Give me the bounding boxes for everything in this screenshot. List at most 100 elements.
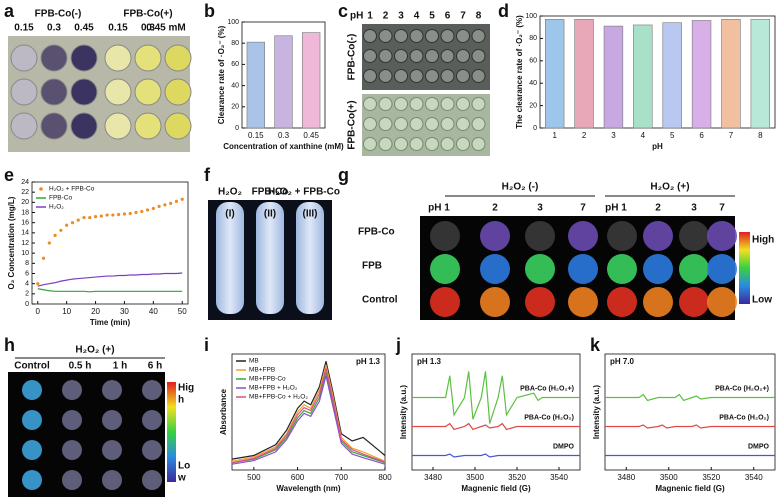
- y-tick-label: 6: [25, 270, 29, 277]
- well: [456, 69, 470, 83]
- well: [456, 29, 470, 43]
- series-line: [412, 453, 580, 458]
- x-tick-label: 40: [149, 307, 158, 316]
- x-tick-label: 500: [247, 473, 261, 482]
- panel-letter: b: [204, 1, 215, 21]
- signal: [22, 470, 42, 490]
- signal: [707, 254, 737, 284]
- x-tick-label: 700: [335, 473, 349, 482]
- well: [70, 44, 98, 72]
- y-tick-label: 100: [227, 19, 239, 26]
- point: [145, 208, 150, 212]
- well: [378, 69, 393, 83]
- point: [76, 218, 80, 222]
- well: [440, 117, 455, 131]
- x-tick-label: 3540: [550, 473, 568, 482]
- point: [47, 241, 51, 245]
- series-line: [37, 272, 183, 287]
- y-tick-label: 22: [21, 189, 29, 196]
- well: [70, 78, 98, 106]
- point: [157, 204, 161, 208]
- y-tick-label: 4: [25, 281, 29, 288]
- well: [471, 49, 486, 63]
- well: [440, 97, 455, 111]
- signal: [525, 221, 555, 251]
- signal: [525, 254, 555, 284]
- signal: [679, 287, 709, 317]
- ph-label: 3: [691, 203, 697, 214]
- legend-label: H₂O₂: [49, 204, 64, 211]
- point: [163, 203, 167, 207]
- well: [440, 137, 455, 151]
- point: [134, 210, 138, 215]
- legend-label: H₂O₂ + FPB-Co: [49, 186, 95, 193]
- well: [40, 112, 68, 140]
- condition-label: H₂O₂ (+): [650, 182, 689, 193]
- signal: [707, 221, 737, 251]
- y-tick-label: 40: [529, 80, 537, 87]
- bar: [574, 19, 594, 129]
- scale-label: h: [178, 395, 184, 406]
- y-tick-label: 2: [25, 291, 29, 298]
- signal: [102, 440, 122, 460]
- well: [471, 69, 486, 83]
- x-tick-label: 3480: [617, 473, 635, 482]
- well: [456, 117, 470, 131]
- x-axis-label: Concentration of xanthine (mM): [223, 142, 344, 151]
- concentration-label: 0.15: [14, 23, 34, 34]
- series-line: [231, 364, 386, 462]
- x-tick-label: 20: [91, 307, 100, 316]
- y-tick-label: 16: [21, 220, 29, 227]
- ph-label: 1: [367, 11, 373, 22]
- signal: [142, 380, 162, 400]
- tube: [296, 202, 324, 314]
- y-tick-label: 24: [21, 179, 29, 186]
- plot-frame: [539, 15, 776, 129]
- x-tick-label: 3540: [745, 473, 763, 482]
- signal: [525, 287, 555, 317]
- point: [59, 228, 63, 232]
- row-label: FPB: [362, 261, 382, 272]
- panel-letter: e: [4, 165, 14, 185]
- series-line: [605, 393, 775, 402]
- signal: [607, 254, 637, 284]
- well: [440, 69, 455, 83]
- tube-numeral: (I): [225, 209, 234, 220]
- well: [409, 49, 424, 63]
- signal: [142, 470, 162, 490]
- concentration-label: 0.3: [47, 23, 61, 34]
- point: [88, 215, 92, 220]
- signal: [480, 221, 510, 251]
- well: [409, 69, 424, 83]
- y-tick-label: 12: [21, 240, 29, 247]
- row-label: Control: [362, 295, 398, 306]
- series-line: [231, 375, 386, 465]
- series-line: [605, 424, 775, 429]
- well: [425, 49, 439, 63]
- y-tick-label: 20: [529, 102, 537, 109]
- condition-label: H₂O₂ (+): [75, 345, 114, 356]
- series-line: [231, 368, 386, 464]
- scale-label: Hig: [178, 383, 194, 394]
- point: [151, 206, 155, 211]
- well: [440, 29, 455, 43]
- concentration-label: 0.45 mM: [146, 23, 185, 34]
- x-tick-label: 10: [62, 307, 71, 316]
- x-tick-label: 3520: [702, 473, 720, 482]
- ph-label: 2: [383, 11, 389, 22]
- series-label: DMPO: [553, 443, 575, 450]
- x-tick-label: 3480: [424, 473, 442, 482]
- legend-label: MB+FPB + H₂O₂: [249, 385, 298, 392]
- point: [169, 201, 173, 205]
- bar: [721, 19, 741, 129]
- x-axis-label: Magnenic field (G): [461, 484, 531, 493]
- well: [425, 97, 439, 111]
- legend-label: FPB-Co: [49, 195, 73, 202]
- x-tick-label: 1: [552, 131, 557, 140]
- signal: [480, 254, 510, 284]
- y-tick-label: 60: [231, 61, 239, 68]
- well: [394, 97, 408, 111]
- time-label: 1 h: [113, 361, 127, 372]
- x-tick-label: 4: [641, 131, 646, 140]
- y-tick-label: 20: [21, 199, 29, 206]
